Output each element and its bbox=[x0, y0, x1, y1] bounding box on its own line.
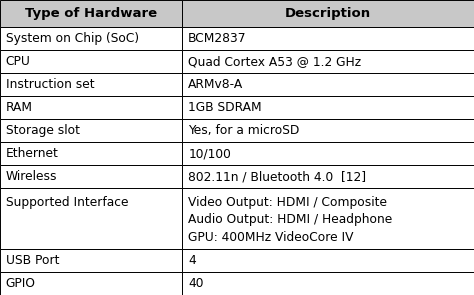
Text: System on Chip (SoC): System on Chip (SoC) bbox=[6, 32, 139, 45]
Bar bbox=[0, 27, 182, 50]
Text: Type of Hardware: Type of Hardware bbox=[25, 7, 157, 20]
Bar bbox=[182, 142, 474, 165]
Text: USB Port: USB Port bbox=[6, 254, 59, 267]
Text: Video Output: HDMI / Composite
Audio Output: HDMI / Headphone
GPU: 400MHz VideoC: Video Output: HDMI / Composite Audio Out… bbox=[188, 196, 392, 244]
Bar bbox=[0, 272, 182, 295]
Text: 4: 4 bbox=[188, 254, 196, 267]
Bar bbox=[182, 119, 474, 142]
Text: 802.11n / Bluetooth 4.0  [12]: 802.11n / Bluetooth 4.0 [12] bbox=[188, 170, 366, 183]
Bar bbox=[0, 73, 182, 96]
Text: Yes, for a microSD: Yes, for a microSD bbox=[188, 124, 300, 137]
Bar bbox=[182, 249, 474, 272]
Text: BCM2837: BCM2837 bbox=[188, 32, 246, 45]
Text: CPU: CPU bbox=[6, 55, 30, 68]
Bar bbox=[0, 249, 182, 272]
Bar bbox=[0, 0, 182, 27]
Bar bbox=[182, 272, 474, 295]
Text: 10/100: 10/100 bbox=[188, 147, 231, 160]
Text: Wireless: Wireless bbox=[6, 170, 57, 183]
Bar bbox=[182, 165, 474, 188]
Bar bbox=[182, 96, 474, 119]
Bar bbox=[0, 142, 182, 165]
Bar bbox=[182, 0, 474, 27]
Text: GPIO: GPIO bbox=[6, 277, 36, 290]
Text: Quad Cortex A53 @ 1.2 GHz: Quad Cortex A53 @ 1.2 GHz bbox=[188, 55, 361, 68]
Bar bbox=[182, 50, 474, 73]
Bar bbox=[0, 165, 182, 188]
Text: Storage slot: Storage slot bbox=[6, 124, 80, 137]
Bar bbox=[182, 188, 474, 249]
Text: Supported Interface: Supported Interface bbox=[6, 196, 128, 209]
Bar bbox=[182, 27, 474, 50]
Text: Ethernet: Ethernet bbox=[6, 147, 59, 160]
Text: 1GB SDRAM: 1GB SDRAM bbox=[188, 101, 262, 114]
Text: ARMv8-A: ARMv8-A bbox=[188, 78, 244, 91]
Text: 40: 40 bbox=[188, 277, 204, 290]
Bar bbox=[0, 119, 182, 142]
Bar bbox=[0, 96, 182, 119]
Text: RAM: RAM bbox=[6, 101, 33, 114]
Text: Instruction set: Instruction set bbox=[6, 78, 94, 91]
Text: Description: Description bbox=[285, 7, 371, 20]
Bar bbox=[182, 73, 474, 96]
Bar bbox=[0, 50, 182, 73]
Bar bbox=[0, 188, 182, 249]
